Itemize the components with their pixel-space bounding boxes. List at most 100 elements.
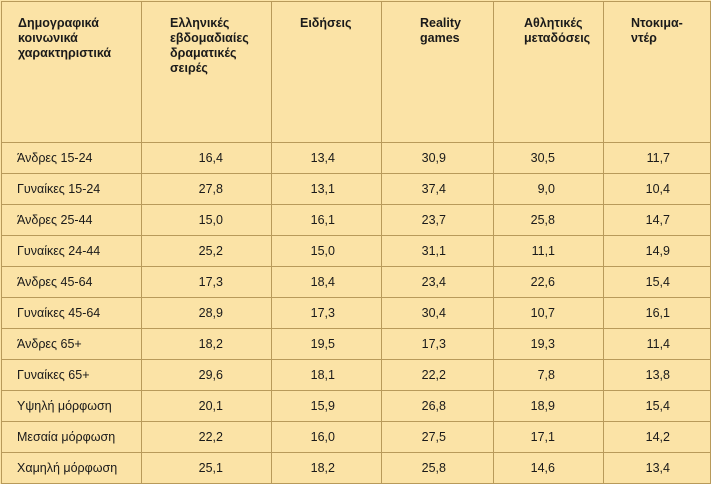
header-line: δραματικές <box>170 46 237 60</box>
cell-value: 14,2 <box>603 421 711 453</box>
header-line: Αθλητικές <box>524 16 583 30</box>
table-row: Άνδρες 45-64 17,3 18,4 23,4 22,6 15,4 <box>1 266 711 298</box>
cell-value: 22,2 <box>141 421 272 453</box>
header-row: Δημογραφικά κοινωνικά χαρακτηριστικά Ελλ… <box>1 1 711 143</box>
cell-value: 14,7 <box>603 204 711 236</box>
cell-value: 23,4 <box>381 266 494 298</box>
header-cell-documentaries: Ντοκιμα- ντέρ <box>603 1 711 143</box>
header-line: χαρακτηριστικά <box>18 46 112 60</box>
cell-value: 27,8 <box>141 173 272 205</box>
table-header: Δημογραφικά κοινωνικά χαρακτηριστικά Ελλ… <box>1 1 711 143</box>
cell-value: 7,8 <box>493 359 604 391</box>
cell-value: 22,2 <box>381 359 494 391</box>
cell-value: 15,9 <box>271 390 382 422</box>
cell-value: 15,4 <box>603 266 711 298</box>
cell-value: 37,4 <box>381 173 494 205</box>
cell-value: 27,5 <box>381 421 494 453</box>
header-line: μεταδόσεις <box>524 31 591 45</box>
cell-value: 22,6 <box>493 266 604 298</box>
row-label: Γυναίκες 24-44 <box>1 235 142 267</box>
table-row: Χαμηλή μόρφωση 25,1 18,2 25,8 14,6 13,4 <box>1 452 711 484</box>
cell-value: 25,8 <box>381 452 494 484</box>
cell-value: 14,6 <box>493 452 604 484</box>
table-row: Γυναίκες 24-44 25,2 15,0 31,1 11,1 14,9 <box>1 235 711 267</box>
cell-value: 16,4 <box>141 142 272 174</box>
header-line: Δημογραφικά <box>18 16 99 30</box>
row-label: Άνδρες 25-44 <box>1 204 142 236</box>
cell-value: 18,4 <box>271 266 382 298</box>
header-cell-reality-games: Reality games <box>381 1 494 143</box>
row-label: Γυναίκες 65+ <box>1 359 142 391</box>
cell-value: 13,1 <box>271 173 382 205</box>
cell-value: 10,4 <box>603 173 711 205</box>
table-row: Άνδρες 65+ 18,2 19,5 17,3 19,3 11,4 <box>1 328 711 360</box>
cell-value: 30,4 <box>381 297 494 329</box>
row-label: Άνδρες 65+ <box>1 328 142 360</box>
cell-value: 16,1 <box>271 204 382 236</box>
cell-value: 11,7 <box>603 142 711 174</box>
cell-value: 15,0 <box>271 235 382 267</box>
row-label: Γυναίκες 15-24 <box>1 173 142 205</box>
cell-value: 30,9 <box>381 142 494 174</box>
cell-value: 13,4 <box>603 452 711 484</box>
cell-value: 11,1 <box>493 235 604 267</box>
cell-value: 25,1 <box>141 452 272 484</box>
table-row: Υψηλή μόρφωση 20,1 15,9 26,8 18,9 15,4 <box>1 390 711 422</box>
header-cell-news: Ειδήσεις <box>271 1 382 143</box>
cell-value: 15,4 <box>603 390 711 422</box>
cell-value: 26,8 <box>381 390 494 422</box>
cell-value: 13,4 <box>271 142 382 174</box>
cell-value: 9,0 <box>493 173 604 205</box>
header-line: κοινωνικά <box>18 31 78 45</box>
header-line: Ειδήσεις <box>300 16 352 30</box>
table-row: Άνδρες 15-24 16,4 13,4 30,9 30,5 11,7 <box>1 142 711 174</box>
cell-value: 17,3 <box>271 297 382 329</box>
header-line: Ελληνικές <box>170 16 230 30</box>
header-line: games <box>420 31 460 45</box>
cell-value: 31,1 <box>381 235 494 267</box>
header-line: Reality <box>420 16 461 30</box>
cell-value: 29,6 <box>141 359 272 391</box>
cell-value: 17,3 <box>141 266 272 298</box>
header-line: Ντοκιμα- <box>631 16 683 30</box>
row-label: Γυναίκες 45-64 <box>1 297 142 329</box>
row-label: Άνδρες 45-64 <box>1 266 142 298</box>
header-line: σειρές <box>170 61 208 75</box>
header-cell-sports: Αθλητικές μεταδόσεις <box>493 1 604 143</box>
cell-value: 14,9 <box>603 235 711 267</box>
cell-value: 30,5 <box>493 142 604 174</box>
cell-value: 25,2 <box>141 235 272 267</box>
cell-value: 18,9 <box>493 390 604 422</box>
cell-value: 11,4 <box>603 328 711 360</box>
row-label: Χαμηλή μόρφωση <box>1 452 142 484</box>
row-label: Άνδρες 15-24 <box>1 142 142 174</box>
table-body: Άνδρες 15-24 16,4 13,4 30,9 30,5 11,7 Γυ… <box>1 142 711 484</box>
table-row: Άνδρες 25-44 15,0 16,1 23,7 25,8 14,7 <box>1 204 711 236</box>
header-line: εβδομαδιαίες <box>170 31 249 45</box>
cell-value: 19,5 <box>271 328 382 360</box>
cell-value: 17,1 <box>493 421 604 453</box>
cell-value: 19,3 <box>493 328 604 360</box>
cell-value: 28,9 <box>141 297 272 329</box>
row-label: Υψηλή μόρφωση <box>1 390 142 422</box>
cell-value: 16,1 <box>603 297 711 329</box>
table-row: Γυναίκες 15-24 27,8 13,1 37,4 9,0 10,4 <box>1 173 711 205</box>
row-label: Μεσαία μόρφωση <box>1 421 142 453</box>
cell-value: 23,7 <box>381 204 494 236</box>
cell-value: 10,7 <box>493 297 604 329</box>
cell-value: 16,0 <box>271 421 382 453</box>
cell-value: 18,2 <box>141 328 272 360</box>
cell-value: 25,8 <box>493 204 604 236</box>
header-cell-demographics: Δημογραφικά κοινωνικά χαρακτηριστικά <box>1 1 142 143</box>
header-line: ντέρ <box>631 31 657 45</box>
cell-value: 20,1 <box>141 390 272 422</box>
cell-value: 18,2 <box>271 452 382 484</box>
table-row: Γυναίκες 45-64 28,9 17,3 30,4 10,7 16,1 <box>1 297 711 329</box>
cell-value: 18,1 <box>271 359 382 391</box>
header-cell-greek-series: Ελληνικές εβδομαδιαίες δραματικές σειρές <box>141 1 272 143</box>
cell-value: 17,3 <box>381 328 494 360</box>
table-row: Μεσαία μόρφωση 22,2 16,0 27,5 17,1 14,2 <box>1 421 711 453</box>
table-row: Γυναίκες 65+ 29,6 18,1 22,2 7,8 13,8 <box>1 359 711 391</box>
cell-value: 13,8 <box>603 359 711 391</box>
